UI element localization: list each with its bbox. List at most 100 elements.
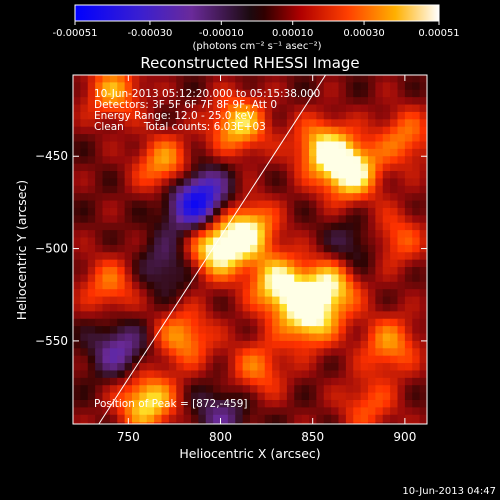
heatmap-cell: [117, 252, 126, 261]
heatmap-cell: [412, 370, 421, 379]
heatmap-cell: [397, 252, 406, 261]
heatmap-cell: [353, 318, 362, 327]
heatmap-cell: [375, 141, 384, 150]
heatmap-cell: [286, 215, 295, 224]
heatmap-cell: [102, 303, 111, 312]
heatmap-cell: [146, 377, 155, 386]
heatmap-cell: [323, 200, 332, 209]
heatmap-cell: [390, 355, 399, 364]
heatmap-cell: [419, 215, 427, 224]
heatmap-cell: [390, 348, 399, 357]
heatmap-cell: [264, 281, 273, 290]
x-tick-label: 850: [301, 430, 324, 444]
heatmap-cell: [73, 370, 81, 379]
heatmap-cell: [146, 156, 155, 165]
heatmap-cell: [382, 134, 391, 143]
heatmap-cell: [419, 355, 427, 364]
heatmap-cell: [301, 370, 310, 379]
heatmap-cell: [176, 370, 185, 379]
heatmap-cell: [264, 126, 273, 135]
heatmap-cell: [161, 311, 170, 320]
heatmap-cell: [390, 163, 399, 172]
heatmap-cell: [419, 104, 427, 113]
heatmap-cell: [168, 75, 177, 83]
heatmap-cell: [257, 318, 266, 327]
heatmap-cell: [161, 207, 170, 216]
heatmap-cell: [235, 407, 244, 416]
heatmap-cell: [412, 377, 421, 386]
heatmap-cell: [397, 385, 406, 394]
heatmap-cell: [139, 252, 148, 261]
heatmap-cell: [412, 244, 421, 253]
heatmap-cell: [102, 289, 111, 298]
heatmap-cell: [250, 363, 258, 372]
heatmap-cell: [368, 237, 376, 246]
heatmap-cell: [235, 193, 244, 202]
heatmap-cell: [368, 399, 376, 408]
heatmap-cell: [95, 104, 104, 113]
heatmap-cell: [132, 97, 140, 106]
heatmap-cell: [272, 97, 281, 106]
heatmap-cell: [353, 148, 362, 157]
heatmap-cell: [87, 363, 96, 372]
heatmap-cell: [250, 422, 258, 424]
heatmap-cell: [397, 82, 406, 91]
heatmap-cell: [87, 399, 96, 408]
heatmap-cell: [323, 148, 332, 157]
heatmap-cell: [397, 363, 406, 372]
heatmap-cell: [161, 119, 170, 128]
heatmap-cell: [213, 244, 222, 253]
heatmap-cell: [168, 407, 177, 416]
heatmap-cell: [87, 230, 96, 239]
heatmap-cell: [345, 289, 354, 298]
heatmap-cell: [109, 200, 118, 209]
heatmap-cell: [213, 318, 222, 327]
heatmap-cell: [404, 82, 413, 91]
heatmap-cell: [331, 207, 340, 216]
heatmap-cell: [73, 215, 81, 224]
heatmap-cell: [397, 126, 406, 135]
heatmap-cell: [382, 148, 391, 157]
heatmap-cell: [286, 296, 295, 305]
heatmap-cell: [294, 230, 303, 239]
heatmap-cell: [294, 119, 303, 128]
heatmap-cell: [80, 370, 89, 379]
heatmap-cell: [316, 244, 325, 253]
heatmap-cell: [242, 289, 251, 298]
heatmap-cell: [102, 370, 111, 379]
heatmap-cell: [220, 215, 229, 224]
heatmap-cell: [404, 97, 413, 106]
heatmap-cell: [353, 363, 362, 372]
y-axis-title: Heliocentric Y (arcsec): [14, 180, 29, 320]
heatmap-cell: [353, 296, 362, 305]
heatmap-cell: [375, 385, 384, 394]
heatmap-cell: [412, 119, 421, 128]
heatmap-cell: [331, 311, 340, 320]
heatmap-cell: [124, 311, 133, 320]
heatmap-cell: [95, 163, 104, 172]
heatmap-cell: [419, 363, 427, 372]
heatmap-cell: [390, 215, 399, 224]
heatmap-cell: [323, 126, 332, 135]
heatmap-cell: [154, 141, 163, 150]
heatmap-cell: [183, 193, 192, 202]
heatmap-cell: [183, 289, 192, 298]
heatmap-cell: [368, 296, 376, 305]
heatmap-cell: [109, 370, 118, 379]
heatmap-cell: [272, 399, 281, 408]
heatmap-cell: [360, 363, 369, 372]
heatmap-cell: [213, 178, 222, 187]
heatmap-cell: [132, 111, 140, 120]
heatmap-cell: [272, 289, 281, 298]
heatmap-cell: [316, 222, 325, 231]
heatmap-cell: [360, 392, 369, 401]
heatmap-cell: [154, 333, 163, 342]
heatmap-cell: [198, 104, 207, 113]
heatmap-cell: [124, 97, 133, 106]
heatmap-cell: [323, 156, 332, 165]
heatmap-cell: [198, 82, 207, 91]
heatmap-cell: [168, 377, 177, 386]
heatmap-cell: [220, 296, 229, 305]
heatmap-cell: [205, 237, 214, 246]
heatmap-cell: [309, 392, 317, 401]
